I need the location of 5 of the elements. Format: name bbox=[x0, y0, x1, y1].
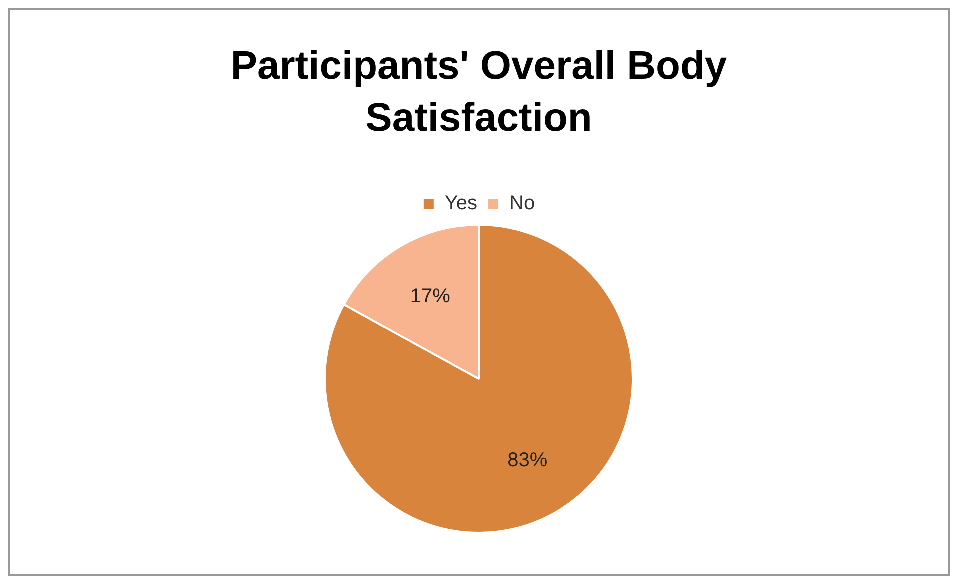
legend-label: No bbox=[510, 192, 536, 215]
chart-title: Participants' Overall Body Satisfaction bbox=[230, 43, 728, 142]
data-label: 83% bbox=[508, 450, 548, 472]
data-label: 17% bbox=[410, 285, 451, 308]
legend-label: Yes bbox=[444, 192, 478, 215]
